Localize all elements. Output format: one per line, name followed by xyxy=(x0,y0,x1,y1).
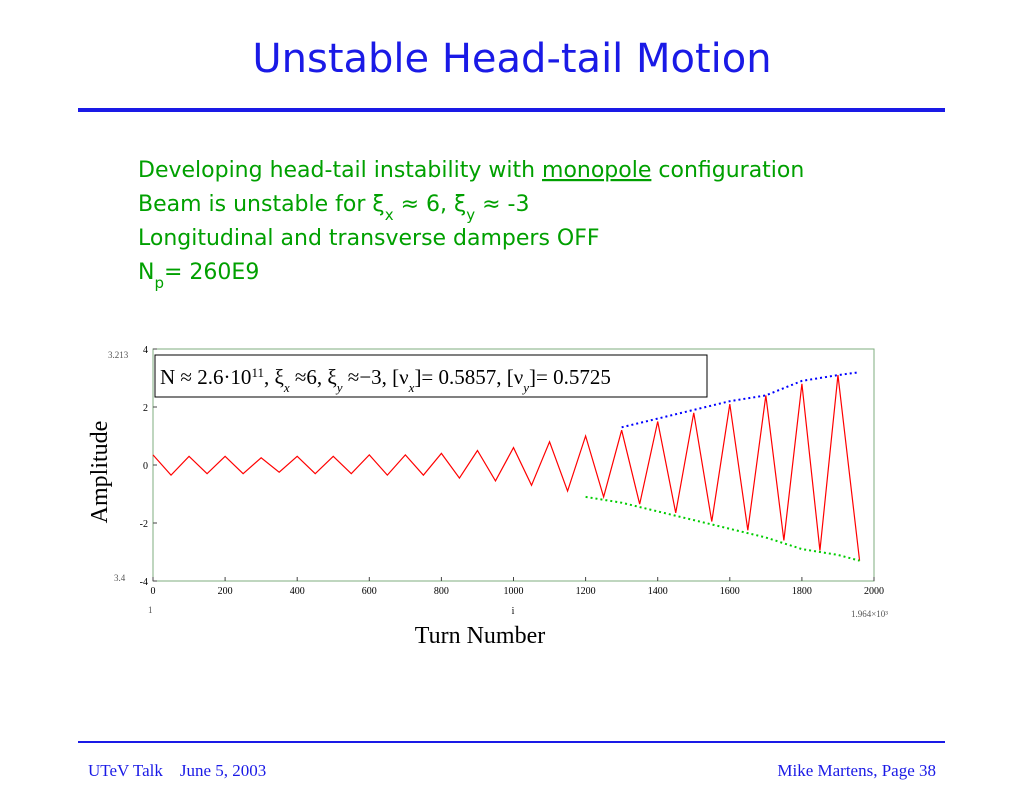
annotation-part: , ξ xyxy=(264,365,284,389)
bullet-text: x xyxy=(385,206,394,224)
bullets: Developing head-tail instability with mo… xyxy=(138,158,804,292)
edge-label: 1.964×10³ xyxy=(851,609,888,619)
x-tick-label: 200 xyxy=(218,586,233,597)
annotation-part: x xyxy=(408,380,415,395)
bullet-text: configuration xyxy=(651,158,804,183)
footer-left: UTeV Talk June 5, 2003 xyxy=(88,761,266,780)
x-tick-label: 400 xyxy=(290,586,305,597)
y-tick-label: 0 xyxy=(143,461,148,472)
annotation-part: ≈6, ξ xyxy=(290,365,337,389)
data-line xyxy=(585,495,860,562)
bullet-text: ≈ -3 xyxy=(475,192,529,217)
annotation-part: y xyxy=(335,380,343,395)
y-tick-label: 2 xyxy=(143,403,148,414)
annotation-box xyxy=(154,354,708,398)
annotation: N ≈ 2.6·1011, ξx ≈6, ξy ≈−3, [νx]= 0.585… xyxy=(160,365,611,395)
footer-right: Mike Martens, Page 38 xyxy=(777,761,936,780)
annotation-part: ]= 0.5857, [ν xyxy=(414,365,523,389)
annotation-part: 11 xyxy=(251,365,264,380)
edge-label: 1 xyxy=(148,605,153,615)
x-tick-label: 1400 xyxy=(648,586,668,597)
annotation-part: N ≈ 2.6·10 xyxy=(160,365,251,389)
x-tick-label: 0 xyxy=(151,586,156,597)
y-tick-label: -2 xyxy=(140,519,148,530)
y-tick-label: 4 xyxy=(143,345,148,356)
bullet-text: ≈ 6, ξ xyxy=(394,192,467,217)
edge-label: 3.4 xyxy=(114,573,126,583)
bullet-line: Longitudinal and transverse dampers OFF xyxy=(138,226,600,251)
x-axis-label: Turn Number xyxy=(415,623,545,649)
x-tick-label: 1200 xyxy=(576,586,596,597)
bullet-text: = 260E9 xyxy=(164,260,259,285)
x-variable: i xyxy=(512,606,515,617)
annotation-part: ]= 0.5725 xyxy=(529,365,611,389)
annotation-part: ≈−3, [ν xyxy=(343,365,409,389)
data-line xyxy=(152,375,861,561)
y-tick-label: -4 xyxy=(140,577,148,588)
x-tick-label: 600 xyxy=(362,586,377,597)
bullet-line: Developing head-tail instability with mo… xyxy=(138,158,804,183)
bullet-line: Beam is unstable for ξx ≈ 6, ξy ≈ -3 xyxy=(138,192,530,224)
bullet-text: Developing head-tail instability with xyxy=(138,158,542,183)
bullet-text: Beam is unstable for ξ xyxy=(138,192,385,217)
edge-label: 3.213 xyxy=(108,350,129,360)
x-tick-label: 1000 xyxy=(504,586,524,597)
annotation-part: y xyxy=(521,380,529,395)
bullet-text: monopole xyxy=(542,158,651,183)
annotation-part: x xyxy=(283,380,290,395)
x-tick-label: 1800 xyxy=(792,586,812,597)
bullet-line: Np= 260E9 xyxy=(138,260,259,292)
bullet-text: Longitudinal and transverse dampers OFF xyxy=(138,226,600,251)
y-axis-label: Amplitude xyxy=(87,421,113,524)
x-tick-label: 2000 xyxy=(864,586,884,597)
bullet-text: p xyxy=(154,274,164,292)
x-tick-label: 800 xyxy=(434,586,449,597)
bullet-text: y xyxy=(466,206,475,224)
x-tick-label: 1600 xyxy=(720,586,740,597)
chart: 0 200 400 600 800 1000 1200 1400 1600 1800 2000 -4 -… xyxy=(87,345,888,649)
slide-title: Unstable Head-tail Motion xyxy=(252,36,771,82)
bullet-text: N xyxy=(138,260,154,285)
